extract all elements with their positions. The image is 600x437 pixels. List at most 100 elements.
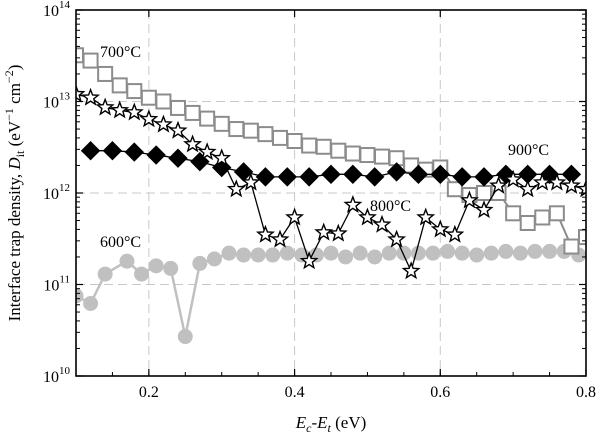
data-point xyxy=(199,110,216,127)
data-point xyxy=(265,247,281,263)
data-point xyxy=(315,138,332,155)
data-point xyxy=(97,65,114,82)
series-layer xyxy=(76,47,586,345)
data-point xyxy=(277,167,297,187)
data-point xyxy=(97,266,113,282)
y-axis-label: Interface trap density, Dit (eV−1 cm−2) xyxy=(2,65,27,322)
x-tick-label: 0.4 xyxy=(285,384,305,401)
data-point xyxy=(255,224,275,243)
data-point xyxy=(140,89,157,106)
x-tick-label: 0.6 xyxy=(430,384,450,401)
data-point xyxy=(372,214,392,233)
data-point xyxy=(527,243,543,259)
data-point xyxy=(519,215,536,232)
data-point xyxy=(183,134,203,153)
data-point xyxy=(440,243,456,259)
data-point xyxy=(95,97,115,116)
data-point xyxy=(111,77,128,94)
data-point xyxy=(76,84,86,103)
y-tick-label: 1012 xyxy=(43,182,70,203)
x-tick-label: 0.8 xyxy=(576,384,596,401)
data-point xyxy=(452,167,472,187)
data-point xyxy=(503,169,523,188)
data-point xyxy=(153,114,173,133)
x-axis-label: Ec-Et (eV) xyxy=(295,413,367,435)
series-label-700: 700°C xyxy=(100,44,141,61)
data-point xyxy=(483,245,499,261)
data-point xyxy=(374,148,390,165)
data-point xyxy=(190,151,210,172)
data-point xyxy=(139,109,159,128)
data-point xyxy=(124,142,144,162)
data-point xyxy=(213,115,230,132)
data-point xyxy=(343,164,363,185)
data-point xyxy=(430,219,450,238)
data-point xyxy=(416,207,436,226)
series-600 xyxy=(76,243,586,345)
data-point xyxy=(81,87,101,106)
data-point xyxy=(126,83,143,100)
data-point xyxy=(177,329,193,345)
data-point xyxy=(250,247,266,263)
data-point xyxy=(80,140,101,161)
y-tick-label: 1013 xyxy=(43,91,71,112)
data-point xyxy=(401,261,421,280)
data-point xyxy=(314,222,334,241)
data-point xyxy=(257,126,274,143)
data-point xyxy=(446,181,463,198)
data-point xyxy=(576,179,586,198)
data-point xyxy=(168,120,188,139)
data-point xyxy=(236,247,252,263)
data-point xyxy=(83,295,99,311)
data-point xyxy=(548,205,565,222)
data-point xyxy=(367,249,383,265)
data-point xyxy=(542,243,558,259)
data-point xyxy=(168,148,188,168)
data-point xyxy=(228,121,245,138)
data-point xyxy=(459,190,479,209)
data-point xyxy=(474,200,494,219)
data-point xyxy=(445,224,465,243)
data-point xyxy=(301,137,318,154)
data-point xyxy=(489,175,509,194)
data-point xyxy=(270,229,290,248)
data-point xyxy=(110,100,130,119)
data-point xyxy=(328,223,348,242)
data-point xyxy=(184,104,201,121)
data-point xyxy=(163,260,179,276)
data-point xyxy=(430,164,450,185)
data-point xyxy=(241,172,261,191)
data-point xyxy=(192,255,208,271)
data-point xyxy=(285,207,305,226)
series-900 xyxy=(80,140,582,187)
data-point xyxy=(563,238,580,255)
data-point xyxy=(396,245,412,261)
data-point xyxy=(76,288,84,304)
data-point xyxy=(148,258,164,274)
ticks: 0.2 0.4 0.6 0.8 1010 1011 1012 1013 1014 xyxy=(43,0,596,401)
y-tick-label: 1010 xyxy=(43,365,71,386)
data-point xyxy=(206,251,222,267)
data-point xyxy=(82,52,99,69)
grid xyxy=(76,10,586,376)
data-point xyxy=(365,167,385,187)
data-point xyxy=(561,175,581,194)
data-point xyxy=(102,140,123,161)
y-tick-label: 1011 xyxy=(43,274,70,295)
data-point xyxy=(286,133,303,150)
data-point xyxy=(505,205,522,222)
data-point xyxy=(387,229,407,248)
y-tick-label: 1014 xyxy=(43,0,71,20)
data-point xyxy=(321,164,341,185)
data-point xyxy=(343,195,363,214)
data-point xyxy=(512,245,528,261)
data-point xyxy=(226,179,246,198)
data-point xyxy=(134,266,150,282)
data-point xyxy=(408,164,429,185)
data-point xyxy=(299,167,319,187)
data-point xyxy=(323,245,339,261)
data-point xyxy=(155,93,172,110)
data-point xyxy=(359,147,376,164)
data-point xyxy=(124,102,144,121)
